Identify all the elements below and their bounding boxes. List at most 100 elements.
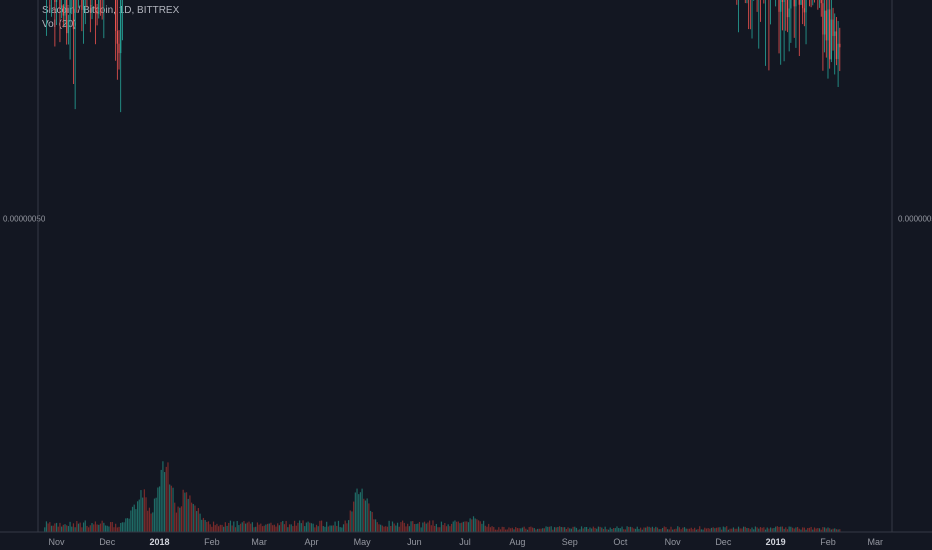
volume-bar [293, 520, 296, 532]
candle-body [94, 0, 96, 10]
volume-bar [305, 522, 307, 532]
volume-bar [106, 525, 108, 532]
volume-bar [221, 524, 223, 532]
volume-bar [673, 529, 675, 532]
volume-bar [575, 527, 578, 532]
volume-bar [533, 528, 535, 532]
candle-body [98, 0, 100, 15]
volume-bar [695, 529, 697, 532]
volume-bar [263, 525, 265, 532]
candle-body [795, 0, 797, 7]
volume-bar [491, 526, 493, 532]
volume-bar [540, 528, 542, 532]
volume-bar [206, 521, 208, 532]
volume-bar [315, 524, 318, 532]
volume-bar [88, 527, 90, 532]
volume-bar [96, 524, 98, 532]
volume-bar [288, 524, 291, 532]
volume-bar [273, 524, 275, 532]
volume-bar [452, 521, 454, 532]
volume-bar [442, 524, 444, 532]
volume-bar [690, 527, 692, 532]
volume-bar [705, 528, 708, 532]
volume-bar [483, 520, 485, 532]
time-tick: Oct [613, 537, 628, 547]
volume-bar [538, 528, 540, 532]
volume-bar [484, 525, 486, 532]
volume-bar [270, 522, 272, 532]
volume-bar [640, 527, 642, 532]
volume-bar [266, 523, 269, 532]
volume-bar [570, 528, 573, 532]
volume-bar [817, 528, 819, 532]
volume-bar [594, 527, 596, 532]
volume-bar [797, 526, 799, 532]
volume-bar [241, 522, 243, 532]
volume-bar [780, 526, 782, 532]
volume-bar [177, 506, 179, 532]
candle-body [837, 43, 839, 59]
volume-bar [93, 524, 95, 532]
volume-bar [302, 520, 304, 532]
volume-bar [82, 522, 85, 532]
volume-bar [162, 461, 164, 532]
volume-bar [285, 520, 287, 532]
candle-body [800, 0, 802, 5]
volume-bar [611, 528, 613, 532]
volume-bar [366, 498, 368, 532]
volume-bar [57, 526, 59, 532]
volume-bar [450, 523, 453, 532]
volume-bar [174, 502, 176, 532]
volume-bar [827, 527, 829, 532]
volume-bar [464, 521, 466, 532]
candle-body [822, 3, 824, 35]
volume-bar [503, 526, 505, 532]
chart-legend: Siacoin / Bitcoin, 1D, BITTREX Vol (20) [42, 4, 179, 32]
volume-bar [516, 528, 518, 532]
volume-bar [462, 521, 464, 532]
volume-bar [187, 498, 189, 532]
volume-bar [55, 522, 58, 532]
volume-bar [268, 523, 270, 532]
volume-bar [548, 526, 551, 532]
volume-bar [648, 526, 650, 532]
candle-body [81, 0, 83, 10]
volume-bar [278, 525, 280, 532]
volume-bar [734, 528, 736, 532]
volume-bar [461, 522, 463, 532]
volume-bar [795, 527, 797, 532]
volume-bar [331, 525, 333, 532]
volume-bar [521, 527, 524, 532]
volume-bar [376, 522, 378, 532]
volume-bar [364, 500, 367, 532]
volume-bar [562, 527, 564, 532]
volume-bar [196, 511, 198, 532]
volume-indicator-label[interactable]: Vol (20) [42, 19, 77, 30]
volume-bar [739, 528, 741, 532]
volume-bar [754, 526, 756, 532]
volume-bar [292, 526, 294, 532]
volume-bar [781, 526, 784, 532]
volume-bar [138, 499, 140, 532]
volume-bar [602, 528, 605, 532]
volume-bar [778, 527, 780, 532]
volume-bar [332, 525, 334, 532]
volume-bar [776, 526, 778, 532]
volume-bar [623, 529, 625, 532]
volume-bar [626, 526, 628, 532]
volume-bar [126, 518, 129, 532]
volume-bar [84, 520, 86, 532]
volume-bar [618, 528, 620, 532]
volume-bar [589, 527, 591, 532]
volume-bar [628, 526, 630, 532]
volume-bar [709, 528, 711, 532]
volume-bar [353, 501, 355, 532]
volume-bar [304, 526, 306, 532]
volume-bar [670, 526, 672, 532]
volume-bar [170, 485, 172, 532]
volume-bar [655, 526, 657, 532]
volume-bar [599, 526, 601, 532]
volume-bar [726, 526, 728, 532]
volume-bar [653, 528, 655, 532]
